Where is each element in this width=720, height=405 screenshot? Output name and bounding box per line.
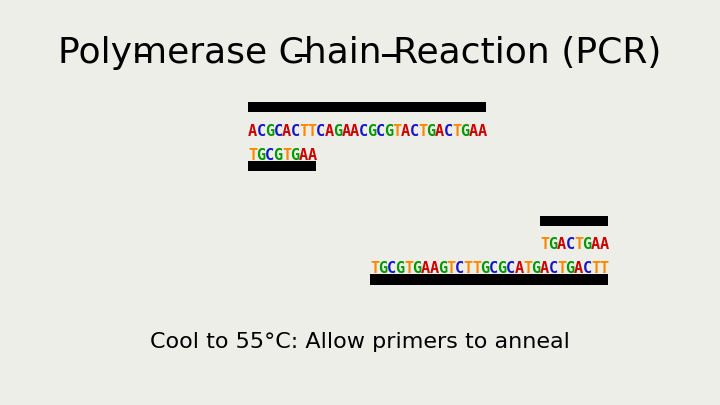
Text: T: T bbox=[591, 261, 600, 276]
Text: A: A bbox=[430, 261, 438, 276]
Text: T: T bbox=[370, 261, 379, 276]
Text: A: A bbox=[591, 237, 600, 252]
Text: C: C bbox=[506, 261, 516, 276]
Text: C: C bbox=[549, 261, 558, 276]
Text: G: G bbox=[531, 261, 541, 276]
Text: A: A bbox=[515, 261, 523, 276]
Text: T: T bbox=[307, 124, 317, 139]
Text: C: C bbox=[410, 124, 419, 139]
Text: C: C bbox=[316, 124, 325, 139]
Text: T: T bbox=[248, 148, 257, 163]
Text: A: A bbox=[421, 261, 431, 276]
Text: C: C bbox=[387, 261, 396, 276]
Text: G: G bbox=[333, 124, 342, 139]
Text: G: G bbox=[549, 237, 558, 252]
Text: T: T bbox=[557, 261, 566, 276]
Text: A: A bbox=[307, 148, 317, 163]
Text: A: A bbox=[282, 124, 291, 139]
Text: A: A bbox=[248, 124, 257, 139]
Text: A: A bbox=[600, 237, 608, 252]
Text: T: T bbox=[600, 261, 608, 276]
Text: C: C bbox=[274, 124, 283, 139]
Text: G: G bbox=[461, 124, 469, 139]
Text: A: A bbox=[469, 124, 478, 139]
Text: G: G bbox=[367, 124, 377, 139]
Text: T: T bbox=[282, 148, 291, 163]
Text: T: T bbox=[523, 261, 532, 276]
Text: G: G bbox=[413, 261, 422, 276]
Text: G: G bbox=[566, 261, 575, 276]
Text: C: C bbox=[444, 124, 453, 139]
Text: G: G bbox=[274, 148, 283, 163]
Text: G: G bbox=[291, 148, 300, 163]
Text: G: G bbox=[498, 261, 507, 276]
Text: C: C bbox=[265, 148, 274, 163]
Text: G: G bbox=[480, 261, 490, 276]
Text: A: A bbox=[341, 124, 351, 139]
Text: T: T bbox=[299, 124, 308, 139]
Text: C: C bbox=[582, 261, 592, 276]
Text: A: A bbox=[574, 261, 583, 276]
Text: C: C bbox=[256, 124, 266, 139]
Text: G: G bbox=[395, 261, 405, 276]
Text: A: A bbox=[299, 148, 308, 163]
Text: T: T bbox=[464, 261, 473, 276]
Text: T: T bbox=[418, 124, 427, 139]
Text: Cool to 55°C: Allow primers to anneal: Cool to 55°C: Allow primers to anneal bbox=[150, 333, 570, 352]
Text: G: G bbox=[582, 237, 592, 252]
Text: C: C bbox=[359, 124, 368, 139]
Text: A: A bbox=[435, 124, 444, 139]
Text: A: A bbox=[477, 124, 487, 139]
Text: A: A bbox=[325, 124, 333, 139]
Text: G: G bbox=[379, 261, 387, 276]
Text: G: G bbox=[265, 124, 274, 139]
Text: A: A bbox=[540, 261, 549, 276]
Text: A: A bbox=[350, 124, 359, 139]
Text: A: A bbox=[401, 124, 410, 139]
Text: G: G bbox=[256, 148, 266, 163]
Text: A: A bbox=[557, 237, 566, 252]
Text: C: C bbox=[489, 261, 498, 276]
Text: G: G bbox=[384, 124, 393, 139]
Text: T: T bbox=[574, 237, 583, 252]
Text: C: C bbox=[455, 261, 464, 276]
Text: G: G bbox=[426, 124, 436, 139]
Text: C: C bbox=[291, 124, 300, 139]
Text: C: C bbox=[566, 237, 575, 252]
Text: T: T bbox=[472, 261, 481, 276]
Text: T: T bbox=[452, 124, 462, 139]
Text: T: T bbox=[392, 124, 402, 139]
Text: T: T bbox=[540, 237, 549, 252]
Text: G: G bbox=[438, 261, 447, 276]
Text: T: T bbox=[446, 261, 456, 276]
Text: C: C bbox=[376, 124, 384, 139]
Text: Polymerase Chain Reaction (PCR): Polymerase Chain Reaction (PCR) bbox=[58, 36, 662, 70]
Text: T: T bbox=[404, 261, 413, 276]
